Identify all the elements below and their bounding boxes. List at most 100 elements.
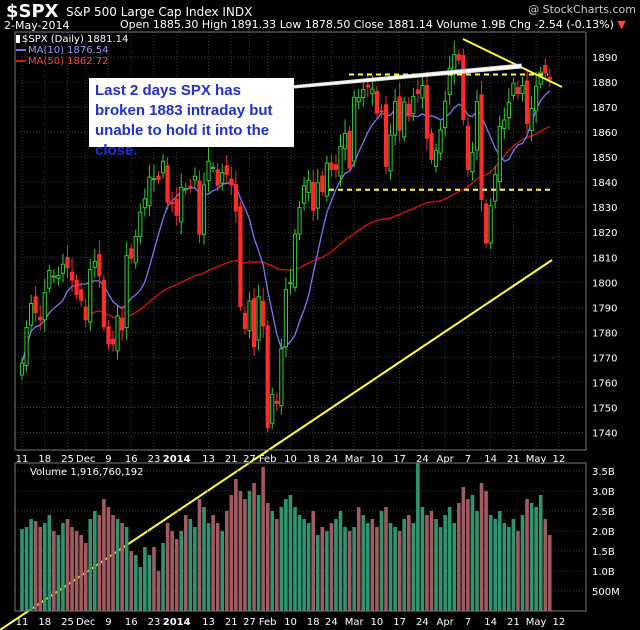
price-x-tick-label: 13 [202,454,215,465]
candle-body [88,269,93,323]
volume-tick-label: 3.5B [592,467,615,478]
candle-body [211,166,216,169]
candle-body [83,306,88,321]
volume-x-tick-label: 18 [307,617,320,628]
volume-bar [411,523,416,611]
volume-bar [334,519,338,611]
price-x-tick-label: 16 [125,454,138,465]
volume-bar [306,523,311,611]
volume-bar [170,531,174,611]
volume-bar [106,507,111,611]
candle-body [74,279,79,295]
candle-body [133,235,138,264]
volume-bar [315,535,320,611]
candle-body [497,125,502,182]
price-legend: $SPX (Daily) 1881.14 MA(10) 1876.54 MA(5… [16,34,128,67]
volume-bar [520,515,525,611]
volume-bar [548,535,552,611]
volume-bar [129,551,133,611]
volume-bar [147,555,152,611]
volume-bar [42,523,47,611]
candle-body [493,174,498,202]
price-x-tick-label: May [526,454,547,465]
candle-body [447,67,452,95]
candle-body [365,84,370,88]
legend-price: $SPX (Daily) 1881.14 [22,34,128,45]
volume-bar [397,531,402,611]
price-panel-frame [14,31,587,451]
price-tick-label: 1800 [592,278,617,289]
volume-x-tick-label: 12 [553,617,566,628]
volume-bar [165,523,170,611]
candle-body [47,269,52,289]
volume-x-tick-label: 21 [225,617,238,628]
candle-body [461,55,466,120]
price-x-tick-label: 11 [16,454,29,465]
volume-bar [370,519,375,611]
volume-bar [347,531,352,611]
volume-bar [61,523,65,611]
candle-body [347,130,352,169]
volume-tick-label: 3.0B [592,487,615,498]
candle-body [288,282,293,285]
volume-bar [47,515,52,611]
price-x-tick-label: 14 [484,454,497,465]
annotation-pointer [289,63,523,89]
down-arrow-icon: ▼ [617,18,626,31]
candle-body [406,103,411,117]
candle-body [356,97,361,103]
volume-bar [434,519,438,611]
volume-x-tick-label: May [526,617,547,628]
candle-body [484,203,489,244]
candle-body [242,312,248,329]
volume-bar [393,527,397,611]
volume-bar [193,527,197,611]
price-x-axis: 11 18 25 Dec 9 16 23 2014 13 21 27 Feb 10 18 24 Mar 10 17… [16,454,566,465]
volume-bar [343,527,347,611]
candle-body [524,80,530,125]
volume-x-tick-label: 24 [325,617,338,628]
low-value: 1878.50 [304,18,351,31]
candle-body [224,165,229,175]
volume-x-tick-label: 17 [393,617,406,628]
candle-body [506,101,511,119]
volume-bar [102,499,106,611]
candle-body [420,85,425,99]
volume-bar [179,531,184,611]
ma50-line-group [85,125,551,320]
volume-bar [234,479,238,611]
volume-bar [202,507,206,611]
candle-body [69,271,75,281]
candle-body [261,300,266,327]
volume-bar [361,515,366,611]
volume-bar [243,499,247,611]
candle-body [292,233,298,288]
candle-body [60,263,66,274]
volume-bar [425,515,429,611]
volume-panel-frame [14,462,587,612]
volume-bar [224,511,229,611]
candle-body [251,298,257,348]
candle-body [24,326,29,366]
candle-body [197,180,202,235]
candle-body [51,275,56,278]
volume-bar [206,523,211,611]
candle-body [488,205,493,244]
volume-x-tick-label: 21 [507,617,520,628]
candle-body [402,101,407,138]
candle-body [179,186,184,223]
candle-body [297,207,302,235]
candle-body [379,110,384,113]
volume-bar [275,519,279,611]
price-x-tick-label: 23 [148,454,161,465]
candle-body [233,184,238,212]
volume-bar [356,507,361,611]
volume-bar [238,491,243,611]
candle-body [38,316,43,321]
quote-date: 2-May-2014 [4,19,70,32]
candle-body [206,160,211,181]
candle-body [433,150,439,167]
volume-bar [538,495,543,611]
candle-body [302,185,307,204]
volume-tick-label: 1.0B [592,567,615,578]
